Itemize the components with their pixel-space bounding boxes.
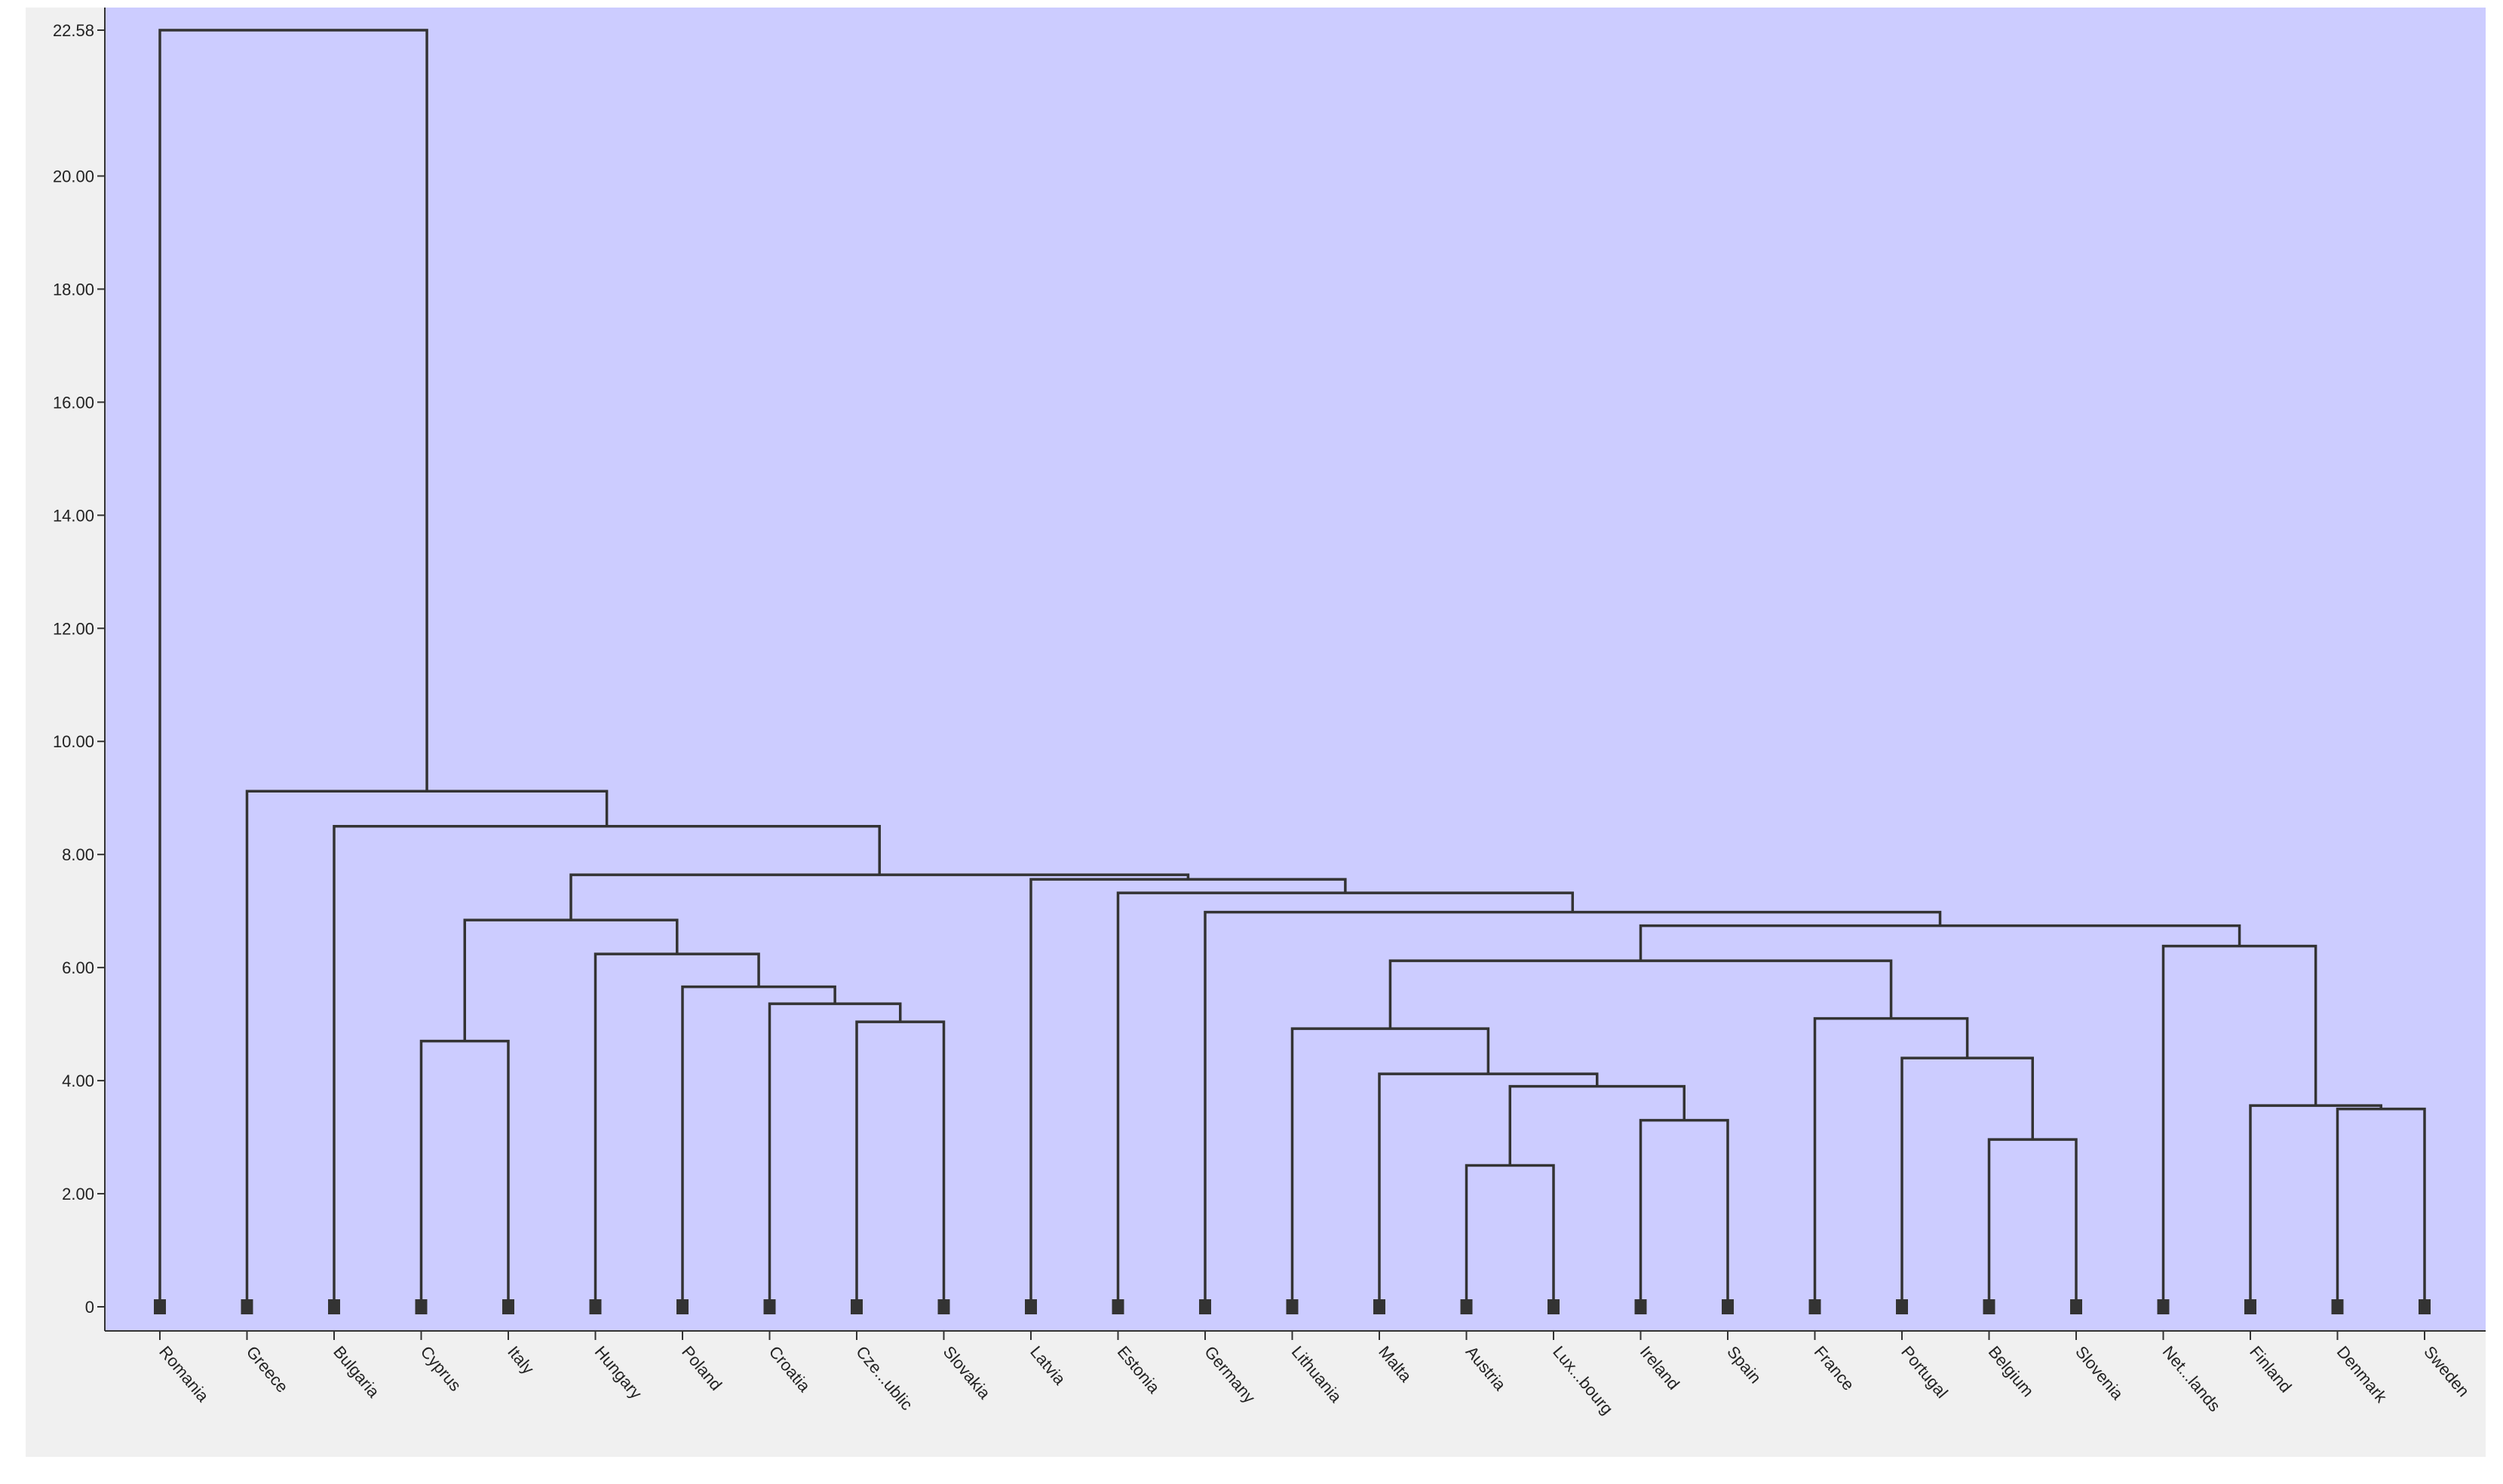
dendrogram-link-m18	[1639, 924, 2241, 961]
leaf-marker	[676, 1299, 689, 1314]
y-tick-label: 2.00	[62, 1185, 94, 1203]
leaf-label: Denmark	[2333, 1342, 2391, 1406]
leaf-marker	[1286, 1299, 1299, 1314]
dendrogram-chart: 0 2.00 4.00 6.00 8.00 10.00 12.00 14.00 16.00 18.…	[53, 8, 2486, 1418]
leaf-marker	[937, 1299, 950, 1314]
y-tick-label: 14.00	[53, 506, 94, 525]
leaf-marker	[1983, 1299, 1995, 1314]
leaf-marker	[1199, 1299, 1211, 1314]
leaf-marker	[1112, 1299, 1124, 1314]
y-tick-label: 16.00	[53, 393, 94, 412]
leaf-label: Malta	[1375, 1342, 1416, 1386]
y-tick-label: 22.58	[53, 21, 94, 40]
leaf-markers	[154, 1299, 2431, 1340]
dendrogram-link-m8	[1900, 1056, 2034, 1307]
y-tick-label: 0	[85, 1298, 94, 1317]
y-tick-label: 6.00	[62, 958, 94, 977]
leaf-label: Belgium	[1985, 1342, 2038, 1400]
leaf-marker	[851, 1299, 863, 1314]
leaf-label: Poland	[678, 1342, 725, 1394]
leaf-label: Sweden	[2420, 1342, 2473, 1400]
leaf-marker	[1896, 1299, 1908, 1314]
dendrogram-link-m23	[569, 873, 1190, 921]
leaf-marker	[1025, 1299, 1037, 1314]
dendrogram-link-m2	[1987, 1138, 2078, 1307]
leaf-marker	[1373, 1299, 1385, 1314]
leaf-label: Net...lands	[2159, 1342, 2225, 1415]
leaf-labels: Romania Greece Bulgaria Cyprus Italy Hungary P…	[155, 1342, 2473, 1418]
leaf-label: Romania	[155, 1342, 213, 1406]
plot-area	[105, 8, 2486, 1331]
dendrogram-link-m16	[594, 952, 760, 1307]
leaf-marker	[2157, 1299, 2170, 1314]
leaf-label: Finland	[2246, 1342, 2296, 1396]
leaf-label: Portugal	[1897, 1342, 1952, 1402]
dendrogram-link-m26	[158, 29, 428, 1307]
leaf-label: Cze...ublic	[852, 1342, 916, 1414]
leaf-label: Germany	[1201, 1342, 1259, 1406]
leaf-label: Latvia	[1026, 1342, 1069, 1389]
leaf-label: Croatia	[765, 1342, 814, 1396]
dendrogram-link-m15	[1388, 959, 1893, 1029]
dendrogram-link-m13	[768, 1002, 902, 1307]
leaf-marker	[2070, 1299, 2082, 1314]
leaf-marker	[328, 1299, 340, 1314]
leaf-label: Italy	[504, 1342, 538, 1378]
leaf-marker	[589, 1299, 602, 1314]
leaf-label: Slovenia	[2072, 1342, 2127, 1403]
dendrogram-link-m5	[2249, 1104, 2382, 1307]
y-tick-label: 8.00	[62, 845, 94, 864]
leaf-marker	[1634, 1299, 1647, 1314]
leaf-label: Bulgaria	[330, 1342, 384, 1401]
chart-frame: 0 2.00 4.00 6.00 8.00 10.00 12.00 14.00 16.00 18.…	[26, 8, 2486, 1457]
leaf-marker	[1460, 1299, 1473, 1314]
y-tick-label: 18.00	[53, 280, 94, 299]
leaf-marker	[1722, 1299, 1734, 1314]
dendrogram-link-m10	[1290, 1027, 1490, 1307]
dendrogram-link-m4	[2336, 1107, 2426, 1307]
leaf-label: Lux...bourg	[1549, 1342, 1617, 1418]
leaf-marker	[1548, 1299, 1560, 1314]
leaf-marker	[415, 1299, 428, 1314]
y-tick-label: 20.00	[53, 167, 94, 186]
y-tick-label: 4.00	[62, 1072, 94, 1090]
leaf-marker	[2244, 1299, 2256, 1314]
y-axis: 0 2.00 4.00 6.00 8.00 10.00 12.00 14.00 16.00 18.…	[53, 8, 2486, 1332]
leaf-label: Lithuania	[1288, 1342, 1346, 1406]
dendrogram-links	[158, 29, 2426, 1307]
leaf-marker	[763, 1299, 776, 1314]
leaf-label: Estonia	[1114, 1342, 1164, 1397]
leaf-label: Austria	[1462, 1342, 1511, 1394]
leaf-label: Spain	[1723, 1342, 1765, 1387]
dendrogram-link-m24	[333, 824, 881, 1307]
y-tick-label: 10.00	[53, 732, 94, 751]
dendrogram-link-m14	[681, 985, 836, 1307]
dendrogram-link-m22	[1029, 878, 1347, 1307]
leaf-label: Cyprus	[417, 1342, 465, 1394]
leaf-label: Hungary	[591, 1342, 646, 1403]
leaf-marker	[2331, 1299, 2344, 1314]
leaf-marker	[2419, 1299, 2431, 1314]
leaf-label: France	[1811, 1342, 1858, 1394]
leaf-marker	[1808, 1299, 1821, 1314]
y-tick-label: 12.00	[53, 619, 94, 638]
leaf-label: Slovakia	[940, 1342, 995, 1403]
leaf-label: Greece	[243, 1342, 293, 1396]
leaf-marker	[241, 1299, 253, 1314]
leaf-marker	[154, 1299, 166, 1314]
leaf-marker	[502, 1299, 514, 1314]
leaf-label: Ireland	[1636, 1342, 1683, 1394]
dendrogram-link-m6	[1508, 1084, 1686, 1166]
dendrogram-link-m1	[1465, 1164, 1555, 1307]
